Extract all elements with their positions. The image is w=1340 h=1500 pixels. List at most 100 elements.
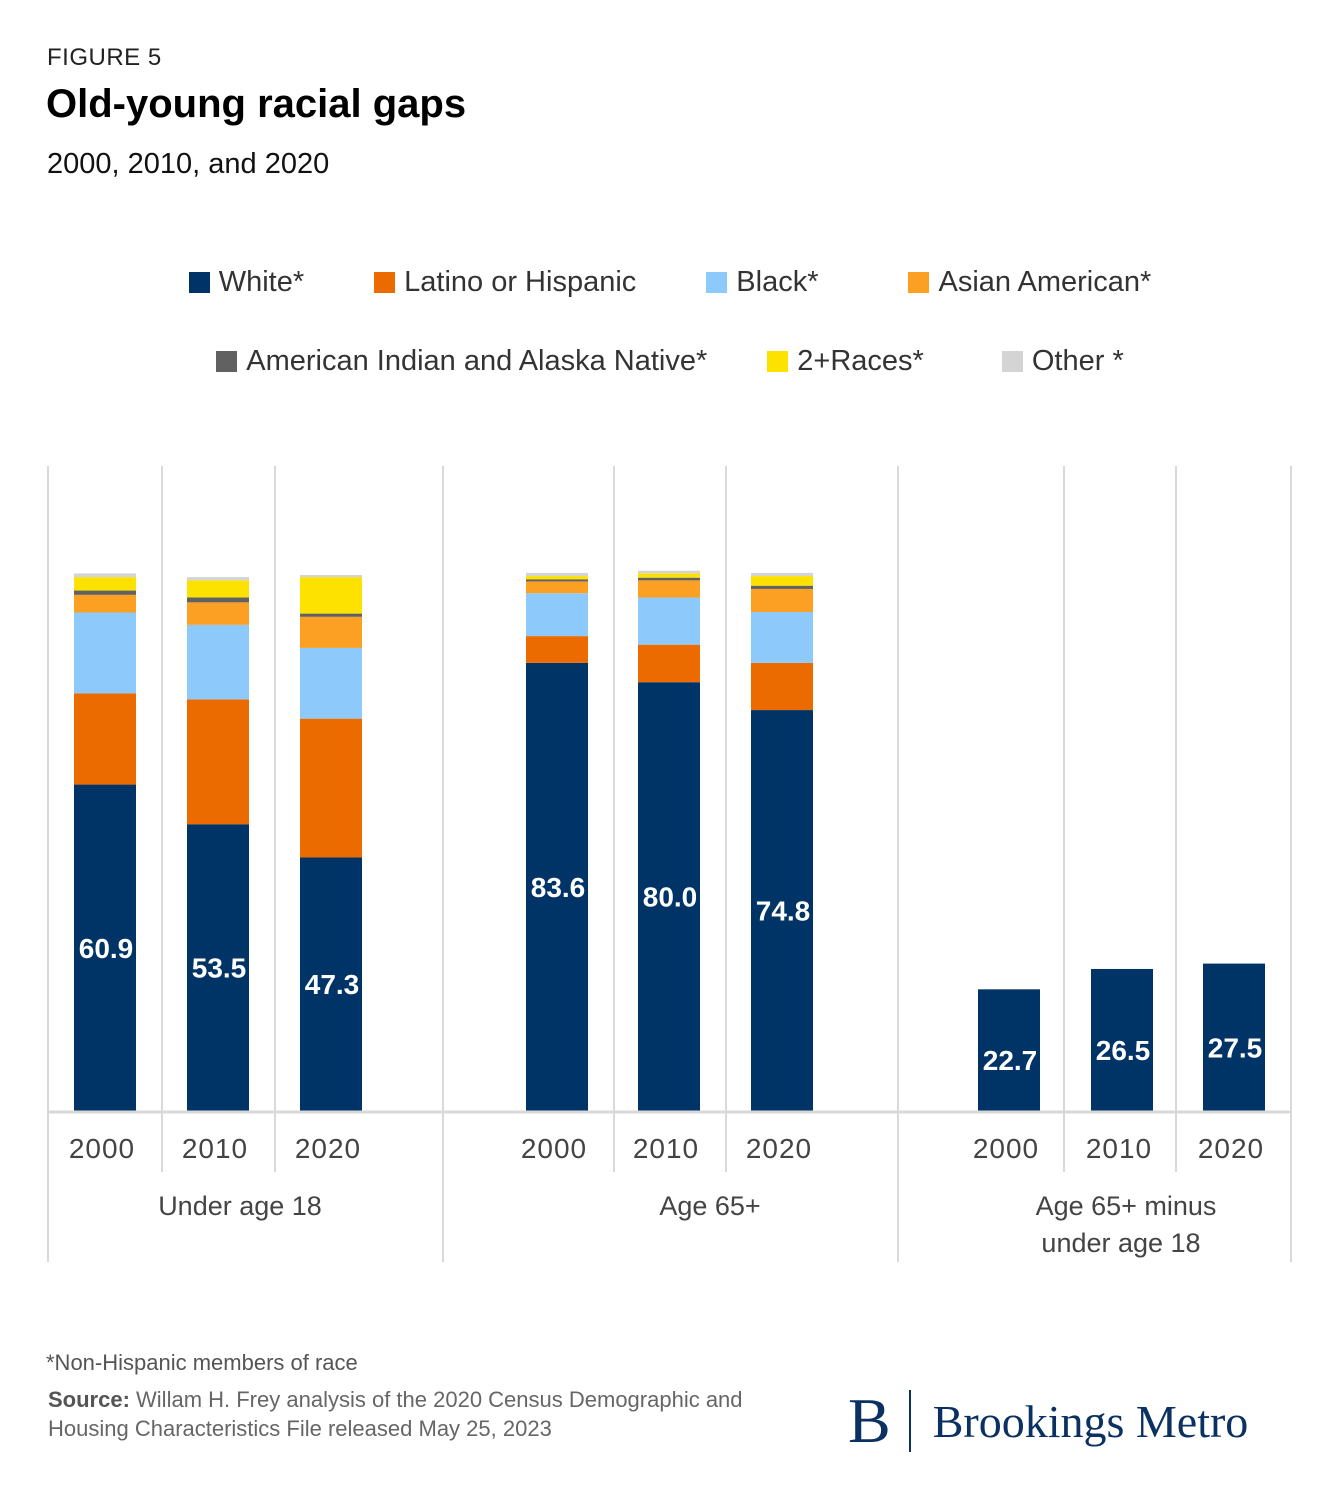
bar-segment-other-0 xyxy=(74,573,136,578)
bar-segment-white-5 xyxy=(751,710,813,1111)
bar-segment-black-3 xyxy=(526,593,588,637)
data-label: 60.9 xyxy=(79,933,134,964)
bar-segment-2-races-2 xyxy=(300,577,362,614)
bar-segment-white-0 xyxy=(74,784,136,1111)
x-tick-label: 2000 xyxy=(69,1133,135,1164)
source-label: Source: xyxy=(48,1387,130,1412)
legend-item-latino: Latino or Hispanic xyxy=(374,266,636,299)
bar-segment-other-5 xyxy=(751,572,813,577)
x-tick-label: 2020 xyxy=(295,1133,361,1164)
group-label: Age 65+ minus xyxy=(1036,1191,1217,1221)
bar-segment-latino-or-hispanic-2 xyxy=(300,718,362,858)
bar-segment-white-7 xyxy=(1091,968,1153,1111)
legend-label-black: Black* xyxy=(736,266,819,298)
bar-segment-latino-or-hispanic-3 xyxy=(526,636,588,663)
x-tick-label: 2020 xyxy=(746,1133,812,1164)
legend-swatch-two-plus xyxy=(767,351,789,372)
chart-subtitle: 2000, 2010, and 2020 xyxy=(47,148,330,180)
stacked-bar-chart: 60.9 53.5 47.3 83.6 80.0 74.8 22.7 26.5 27.5 2000… xyxy=(47,466,1292,1262)
data-label: 47.3 xyxy=(305,969,360,1000)
figure-label: FIGURE 5 xyxy=(47,44,162,71)
group-label: under age 18 xyxy=(1041,1228,1200,1258)
legend-item-white: White* xyxy=(188,266,305,299)
bar-segment-black-2 xyxy=(300,647,362,719)
bar-segment-american-indian-and-alaska-native-5 xyxy=(751,585,813,589)
x-tick-label: 2020 xyxy=(1198,1133,1264,1164)
legend-label-two-plus: 2+Races* xyxy=(797,345,924,377)
data-label: 26.5 xyxy=(1096,1035,1151,1066)
logo-divider xyxy=(908,1390,911,1452)
bar-segment-asian-american-0 xyxy=(74,594,136,613)
bar-segment-other-3 xyxy=(526,572,588,577)
x-tick-label: 2010 xyxy=(633,1133,699,1164)
bar-segment-white-4 xyxy=(638,682,700,1111)
bar-segment-american-indian-and-alaska-native-2 xyxy=(300,613,362,617)
bar-segment-other-4 xyxy=(638,570,700,574)
legend-swatch-aian xyxy=(216,351,238,372)
x-tick-label: 2000 xyxy=(973,1133,1039,1164)
group-label: Under age 18 xyxy=(158,1191,322,1221)
data-label: 80.0 xyxy=(643,882,698,913)
legend-item-aian: American Indian and Alaska Native* xyxy=(216,345,707,378)
legend-item-two-plus: 2+Races* xyxy=(767,345,924,378)
legend-item-black: Black* xyxy=(706,266,818,299)
bar-segment-2-races-5 xyxy=(751,576,813,586)
bar-segment-american-indian-and-alaska-native-0 xyxy=(74,590,136,595)
bar-segment-white-3 xyxy=(526,662,588,1111)
bar-segment-2-races-0 xyxy=(74,577,136,591)
source-text: Willam H. Frey analysis of the 2020 Cens… xyxy=(48,1387,743,1441)
bar-segment-latino-or-hispanic-1 xyxy=(187,699,249,825)
bar-segment-other-1 xyxy=(187,577,249,581)
bar-segment-white-1 xyxy=(187,824,249,1111)
footnote: *Non-Hispanic members of race xyxy=(46,1350,358,1375)
legend-swatch-latino xyxy=(374,272,396,293)
data-label: 83.6 xyxy=(531,872,586,903)
brookings-logo: B Brookings Metro xyxy=(848,1386,1248,1456)
legend-row-2: American Indian and Alaska Native* 2+Rac… xyxy=(0,345,1340,378)
legend-label-white: White* xyxy=(218,266,305,298)
bar-segment-2-races-4 xyxy=(638,573,700,578)
bar-segment-black-1 xyxy=(187,624,249,700)
legend-label-other: Other * xyxy=(1031,345,1124,377)
bar-segment-2-races-1 xyxy=(187,580,249,598)
legend-label-aian: American Indian and Alaska Native* xyxy=(246,345,708,377)
logo-letter: B xyxy=(848,1385,891,1456)
data-label: 74.8 xyxy=(756,896,811,927)
legend-label-latino: Latino or Hispanic xyxy=(404,266,637,298)
data-label: 53.5 xyxy=(192,953,247,984)
chart-title: Old-young racial gaps xyxy=(46,82,467,126)
legend-label-asian: Asian American* xyxy=(938,266,1152,298)
bar-segment-white-8 xyxy=(1203,963,1265,1111)
bar-segment-latino-or-hispanic-0 xyxy=(74,693,136,785)
bar-segment-asian-american-4 xyxy=(638,580,700,598)
bar-segment-asian-american-2 xyxy=(300,616,362,648)
bar-segment-2-races-3 xyxy=(526,576,588,580)
x-tick-label: 2010 xyxy=(182,1133,248,1164)
source-note: Source: Willam H. Frey analysis of the 2… xyxy=(48,1385,808,1443)
legend-row-1: White* Latino or Hispanic Black* Asian A… xyxy=(0,266,1340,299)
legend-swatch-white xyxy=(188,272,210,293)
bar-segment-asian-american-1 xyxy=(187,602,249,625)
bar-segment-other-2 xyxy=(300,575,362,578)
legend-item-other: Other * xyxy=(1001,345,1124,378)
data-label: 22.7 xyxy=(983,1045,1038,1076)
bar-segment-american-indian-and-alaska-native-3 xyxy=(526,579,588,582)
x-tick-label: 2010 xyxy=(1086,1133,1152,1164)
bar-segment-latino-or-hispanic-5 xyxy=(751,662,813,711)
data-label: 27.5 xyxy=(1208,1032,1263,1063)
bar-segment-white-6 xyxy=(978,989,1040,1111)
bar-segment-latino-or-hispanic-4 xyxy=(638,644,700,683)
legend-swatch-black xyxy=(706,272,728,293)
bar-segment-white-2 xyxy=(300,857,362,1111)
logo-text: Brookings Metro xyxy=(932,1395,1249,1447)
bar-segment-black-5 xyxy=(751,611,813,663)
bar-segment-black-0 xyxy=(74,612,136,694)
legend-swatch-asian xyxy=(908,272,930,293)
group-label: Age 65+ xyxy=(659,1191,760,1221)
bar-segment-american-indian-and-alaska-native-4 xyxy=(638,577,700,581)
bar-segment-asian-american-5 xyxy=(751,588,813,612)
legend-swatch-other xyxy=(1001,351,1023,372)
bar-segment-american-indian-and-alaska-native-1 xyxy=(187,597,249,603)
x-tick-label: 2000 xyxy=(521,1133,587,1164)
bar-segment-asian-american-3 xyxy=(526,581,588,594)
